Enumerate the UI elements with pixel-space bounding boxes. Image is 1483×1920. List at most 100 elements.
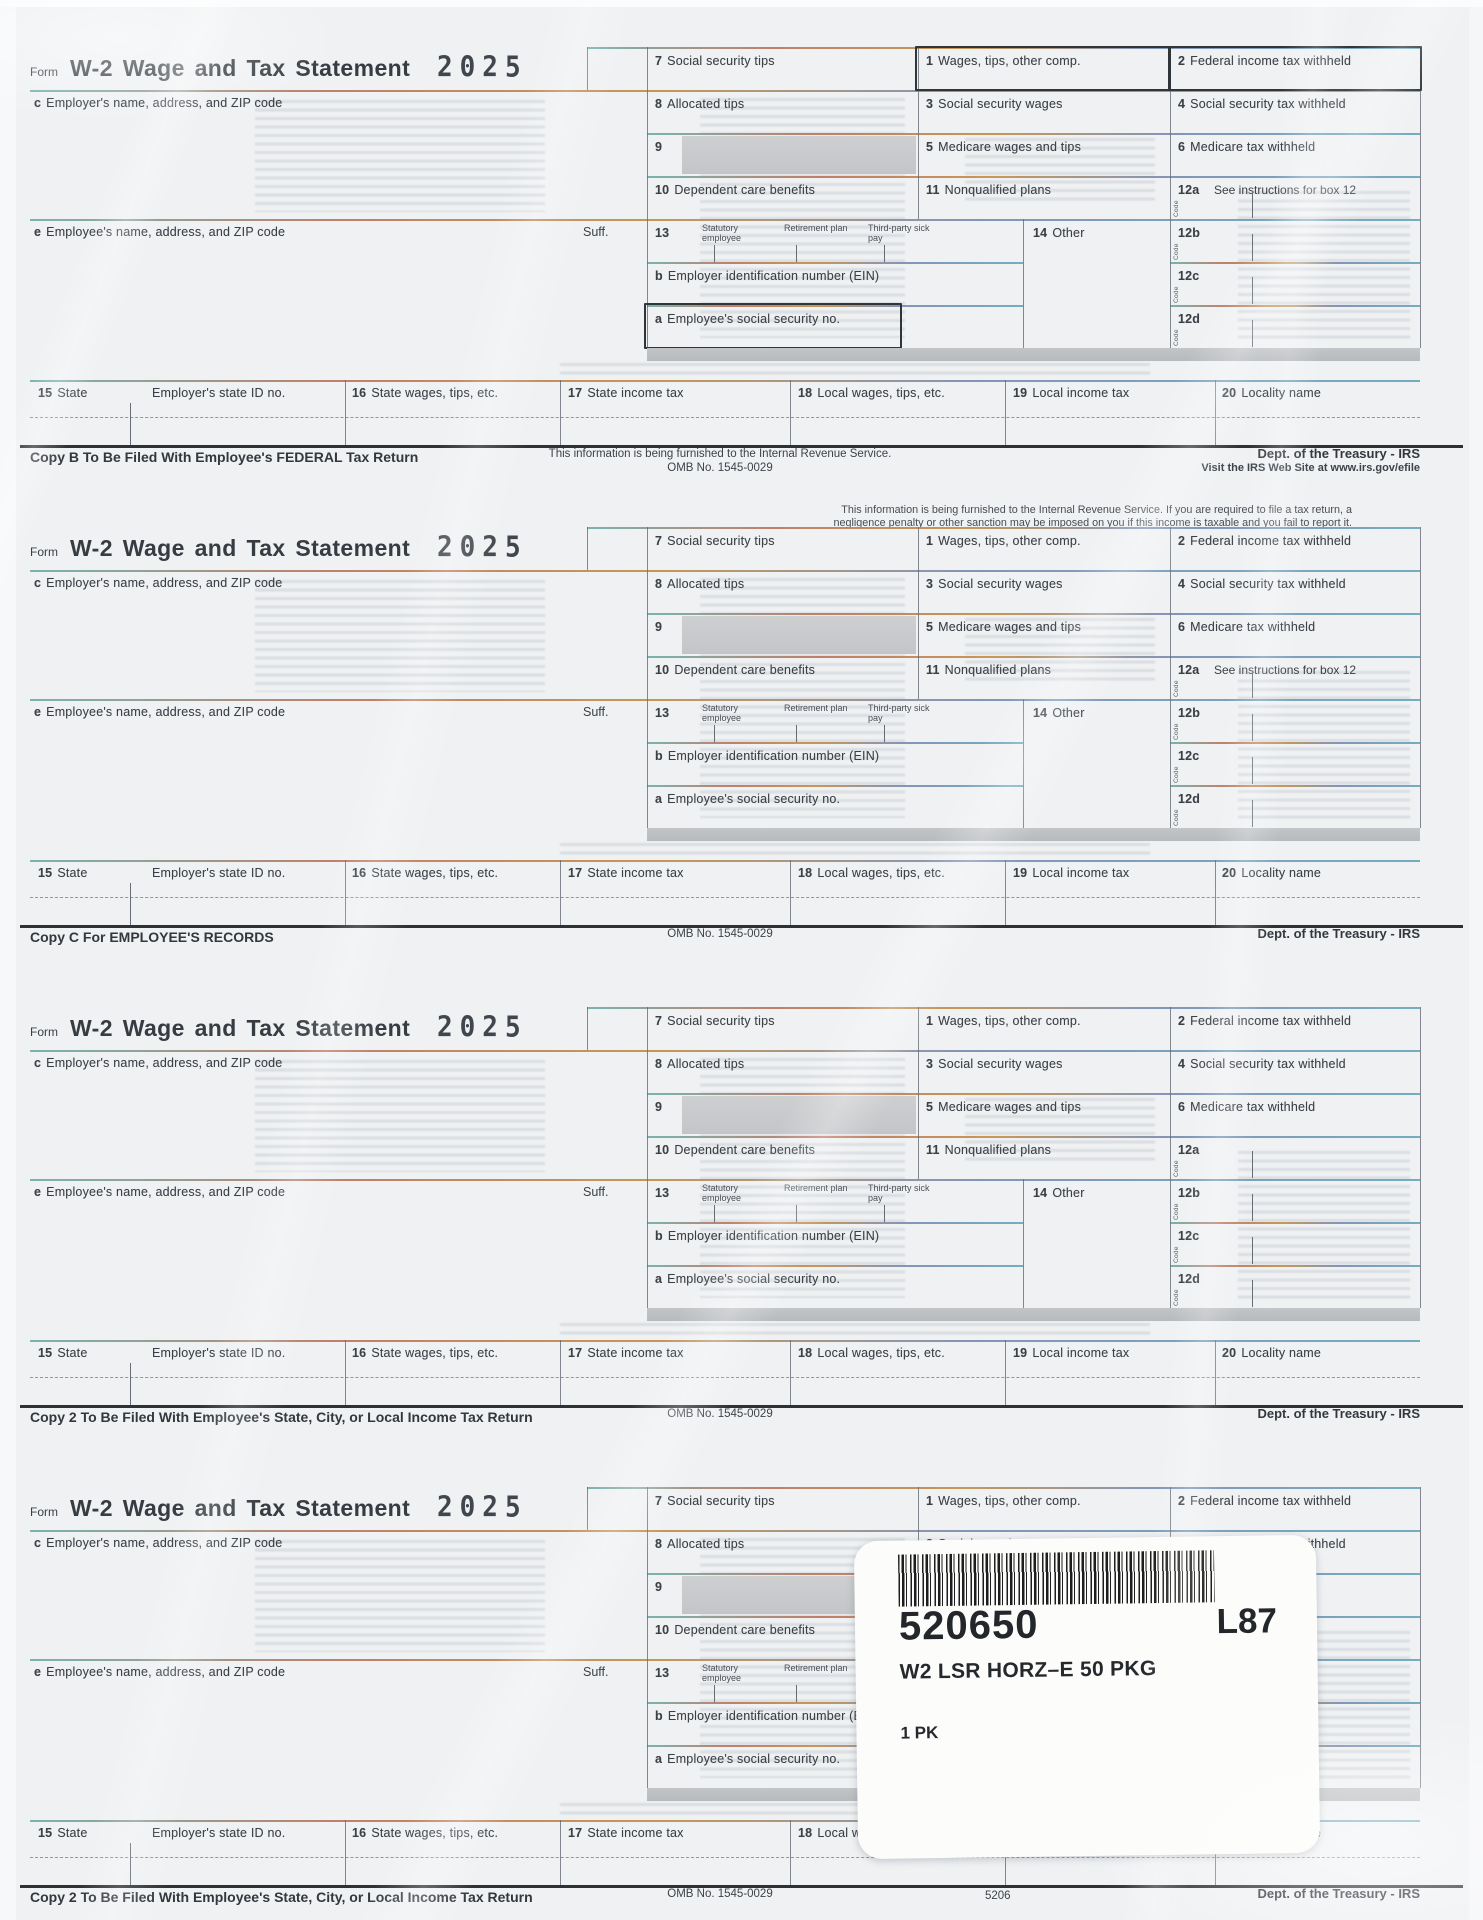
box-e-text: Employee's name, address, and ZIP code [46,1185,286,1199]
rule-vertical [345,1820,347,1885]
location-code: L87 [1216,1601,1278,1642]
box12a-instructions: See instructions for box 12 [1214,183,1357,197]
footer-center: OMB No. 1545-0029 [520,927,920,941]
rule-vertical [790,380,792,445]
box18-label: 18 Local wages, tips, etc. [798,866,945,880]
form-word: Form [30,65,58,79]
box11-text: Nonqualified plans [944,663,1052,677]
box7-text: Social security tips [667,54,775,68]
rule-vertical [647,1487,649,1788]
box12a-code-vertical: Code [1173,1160,1180,1177]
checkbox-statutory-employee-label: Statutory employee [702,223,742,243]
box2-label: 2 Federal income tax withheld [1178,1014,1351,1028]
box16-label: 16 State wages, tips, etc. [352,1346,498,1360]
show-through-text [560,843,1150,858]
box15-label: 15 State [38,1826,88,1840]
box18-text: Local wages, tips, etc. [817,386,945,400]
box7-label: 7 Social security tips [655,1494,775,1508]
box-a-text: Employee's social security no. [667,1752,841,1766]
box12-code-divider [1252,800,1254,827]
box12a-code-vertical: Code [1173,200,1180,217]
package-quantity: 1 PK [900,1723,939,1743]
box20-number: 20 [1222,1346,1237,1360]
rule-horizontal [647,262,1023,264]
box10-number: 10 [655,1623,670,1637]
box6-label: 6 Medicare tax withheld [1178,140,1315,154]
box-a-letter: a [655,1272,663,1286]
box4-label: 4 Social security tax withheld [1178,97,1346,111]
box16-text: State wages, tips, etc. [371,1826,499,1840]
box-e-letter: e [34,1185,42,1199]
box5-label: 5 Medicare wages and tips [926,140,1081,154]
box9-number: 9 [655,1580,663,1594]
box12b-number: 12b [1178,706,1201,720]
box15-text: State [57,1346,88,1360]
box13-label: 13 [655,1186,674,1200]
rule-vertical [647,527,649,828]
box5-number: 5 [926,620,934,634]
checkbox-statutory-employee-label: Statutory employee [702,1663,742,1683]
box14-number: 14 [1033,1186,1048,1200]
rule-horizontal [1170,785,1420,787]
box7-number: 7 [655,1014,663,1028]
box5-text: Medicare wages and tips [938,620,1082,634]
box10-text: Dependent care benefits [674,663,816,677]
suffix-label: Suff. [583,705,609,719]
box-e-text: Employee's name, address, and ZIP code [46,705,286,719]
rule-vertical [560,1340,562,1405]
box12a-number: 12a [1178,1143,1200,1157]
rule-vertical [1023,1179,1025,1308]
rule-vertical [918,527,920,699]
state-id-text: Employer's state ID no. [152,386,286,400]
box4-text: Social security tax withheld [1190,577,1346,591]
rule-vertical [345,1340,347,1405]
state-id-label: Employer's state ID no. [152,386,285,400]
state-id-text: Employer's state ID no. [152,1346,286,1360]
box12d-number: 12d [1178,312,1201,326]
box2-number: 2 [1178,534,1186,548]
rule-vertical [1023,699,1025,828]
box5-number: 5 [926,1100,934,1114]
box10-label: 10 Dependent care benefits [655,1623,815,1637]
checkbox-retirement-plan-label: Retirement plan [784,703,848,713]
box19-number: 19 [1013,866,1028,880]
box9-number: 9 [655,1100,663,1114]
box9-label: 9 [655,140,667,154]
box3-text: Social security wages [938,1057,1063,1071]
box15-number: 15 [38,866,53,880]
rule-vertical [790,1340,792,1405]
box6-text: Medicare tax withheld [1190,620,1316,634]
rule-vertical [1005,860,1007,925]
checkbox-statutory-employee-label: Statutory employee [702,1183,742,1203]
fine-print-line1: This information is being furnished to t… [841,504,1352,516]
checkbox-mark [796,725,798,742]
box-b-letter: b [655,749,663,763]
checkbox-retirement-plan-label: Retirement plan [784,223,848,233]
omb-number: OMB No. 1545-0029 [667,1888,773,1900]
item-number: 520650 [898,1602,1039,1649]
box-b-text: Employer identification number (EIN) [667,1229,880,1243]
box16-text: State wages, tips, etc. [371,866,499,880]
w2-form-copy-2: This information is being furnished to t… [0,504,1483,1003]
box12d-number: 12d [1178,1272,1201,1286]
box13-label: 13 [655,226,674,240]
box12c-number: 12c [1178,269,1200,283]
footer-center: OMB No. 1545-0029 [520,1407,920,1421]
box17-text: State income tax [587,1826,684,1840]
box11-label: 11 Nonqualified plans [926,663,1051,677]
box12b-code-vertical: Code [1173,243,1180,260]
box12-code-divider [1252,191,1254,218]
rule-vertical [1420,527,1422,828]
box7-text: Social security tips [667,1014,775,1028]
rule-horizontal [647,1136,1420,1138]
box-c-letter: c [34,1536,42,1550]
box12-code-divider [1252,234,1254,261]
rule-vertical [1420,1487,1422,1788]
box12c-number: 12c [1178,749,1200,763]
box1-label: 1 Wages, tips, other comp. [926,534,1081,548]
form-word: Form [30,1025,58,1039]
form-title: W-2 Wage and Tax Statement [70,1015,411,1041]
box-a-label: a Employee's social security no. [655,1272,840,1286]
box12d-code-vertical: Code [1173,809,1180,826]
box12a-number: 12a [1178,183,1200,197]
